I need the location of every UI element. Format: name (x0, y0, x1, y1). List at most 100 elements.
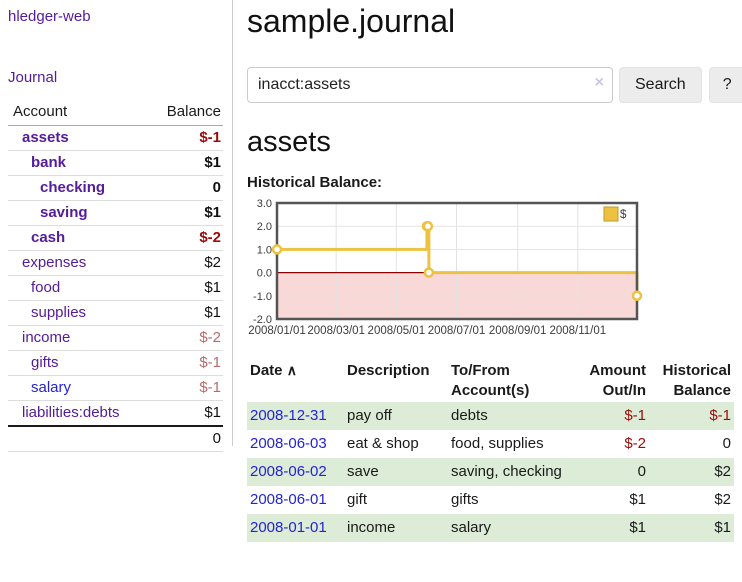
svg-text:2008/07/01: 2008/07/01 (428, 325, 486, 337)
register-accounts: gifts (451, 491, 479, 508)
account-link[interactable]: salary (31, 379, 72, 396)
account-balance: $1 (204, 404, 221, 421)
account-link[interactable]: assets (22, 129, 69, 146)
account-row: assets $-1 (8, 125, 223, 151)
register-row: 2008-06-03 eat & shop food, supplies $-2 0 (247, 430, 734, 458)
account-link[interactable]: checking (40, 179, 106, 196)
date-link[interactable]: 2008-06-03 (250, 435, 327, 452)
historical-balance-chart: $3.0 2.0 1.0 0.0 -1.0 -2.0 2008/01/01 2008/03/0… (247, 197, 742, 343)
register-date-cell: 2008-06-02 (247, 458, 344, 486)
register-row: 2008-06-01 gift gifts $1 $2 (247, 486, 734, 514)
help-button[interactable]: ? (708, 67, 742, 103)
svg-text:3.0: 3.0 (257, 198, 272, 210)
account-link[interactable]: cash (31, 229, 66, 246)
account-row: cash $-2 (8, 225, 223, 251)
svg-text:2008/11/01: 2008/11/01 (549, 325, 606, 337)
search-form: × Search ? (247, 67, 742, 103)
account-row: income $-2 (8, 325, 223, 351)
register-description: eat & shop (347, 435, 419, 452)
register-amount: 0 (637, 463, 646, 480)
account-balance: $1 (150, 300, 223, 326)
sidebar: hledger-web Journal Account Balance asse… (0, 0, 233, 452)
account-link[interactable]: supplies (31, 304, 87, 321)
svg-text:2.0: 2.0 (257, 221, 272, 233)
register-description: pay off (347, 407, 392, 424)
date-link[interactable]: 2008-01-01 (250, 519, 327, 536)
account-balance: $-2 (150, 225, 223, 251)
register-description: income (347, 519, 396, 536)
account-balance: $2 (150, 250, 223, 276)
account-row: salary $-1 (8, 375, 223, 401)
hledger-web-app: hledger-web Journal Account Balance asse… (0, 0, 742, 542)
sort-asc-icon: ∧ (286, 362, 297, 378)
page-title: sample.journal (247, 3, 456, 39)
register-balance: $2 (714, 491, 731, 508)
account-balance: $-1 (150, 375, 223, 401)
register-date-cell: 2008-06-01 (247, 486, 344, 514)
account-link[interactable]: saving (40, 204, 88, 221)
register-date-cell: 2008-06-03 (247, 430, 344, 458)
account-link[interactable]: food (31, 279, 61, 296)
register-table: Date ∧ Description To/From Account(s) Am… (247, 359, 734, 542)
register-header-balance: Historical Balance (662, 362, 731, 399)
account-row: checking 0 (8, 175, 223, 201)
account-row: bank $1 (8, 150, 223, 176)
date-link[interactable]: 2008-12-31 (250, 407, 327, 424)
search-input[interactable] (247, 67, 613, 103)
register-balance: $1 (714, 519, 731, 536)
account-row: saving $1 (8, 200, 223, 226)
account-row: liabilities:debts $1 (8, 401, 223, 427)
account-balance: $-2 (150, 325, 223, 351)
clear-search-icon[interactable]: × (594, 74, 604, 91)
account-row: expenses $2 (8, 250, 223, 276)
account-balance: $1 (150, 275, 223, 301)
register-accounts: debts (451, 407, 488, 424)
legend-swatch (603, 206, 619, 222)
date-link[interactable]: 2008-06-01 (250, 491, 327, 508)
register-amount: $-1 (624, 407, 646, 424)
search-field-wrap: × (247, 67, 613, 103)
accounts-header-account: Account (8, 103, 151, 126)
brand-link[interactable]: hledger-web (8, 8, 91, 25)
account-link[interactable]: liabilities:debts (22, 404, 120, 421)
sidebar-item-journal[interactable]: Journal (8, 69, 58, 86)
svg-text:2008/03/01: 2008/03/01 (307, 325, 365, 337)
register-balance: $-1 (709, 407, 731, 424)
register-balance: $2 (714, 463, 731, 480)
account-link[interactable]: gifts (31, 354, 59, 371)
register-table-body: 2008-12-31 pay off debts $-1 $-1 2008-06-03 ea… (247, 402, 734, 542)
accounts-total-value: 0 (150, 425, 223, 452)
svg-text:0.0: 0.0 (257, 268, 272, 280)
account-link[interactable]: expenses (22, 254, 87, 271)
register-header-date-label: Date (250, 362, 283, 379)
svg-text:2008/01/01: 2008/01/01 (248, 325, 306, 337)
register-amount: $-2 (624, 435, 646, 452)
register-header-description: Description (347, 362, 430, 379)
account-row: food $1 (8, 275, 223, 301)
register-row: 2008-06-02 save saving, checking 0 $2 (247, 458, 734, 486)
accounts-header-balance: Balance (150, 103, 223, 126)
account-balance: $1 (150, 150, 223, 176)
account-row: supplies $1 (8, 300, 223, 326)
register-header-row: Date ∧ Description To/From Account(s) Am… (247, 359, 734, 402)
register-accounts: saving, checking (451, 463, 562, 480)
account-balance: $-1 (150, 125, 223, 151)
register-row: 2008-01-01 income salary $1 $1 (247, 514, 734, 542)
accounts-table-body: assets $-1 bank $1 checking 0 saving $1 cash $-2 e… (8, 125, 223, 427)
register-header-accounts: To/From Account(s) (451, 362, 530, 399)
register-description: gift (347, 491, 368, 508)
account-row: gifts $-1 (8, 350, 223, 376)
search-button[interactable]: Search (619, 67, 702, 103)
date-link[interactable]: 2008-06-02 (250, 463, 327, 480)
register-row: 2008-12-31 pay off debts $-1 $-1 (247, 402, 734, 430)
register-header-amount: Amount Out/In (589, 362, 646, 399)
register-date-cell: 2008-01-01 (247, 514, 344, 542)
register-description: save (347, 463, 379, 480)
accounts-total-row: 0 (8, 425, 223, 452)
account-link[interactable]: income (22, 329, 71, 346)
account-link[interactable]: bank (31, 154, 67, 171)
svg-text:2008/09/01: 2008/09/01 (489, 325, 547, 337)
register-date-sort-header[interactable]: Date ∧ (247, 359, 344, 402)
chart-title: Historical Balance: (247, 174, 383, 191)
